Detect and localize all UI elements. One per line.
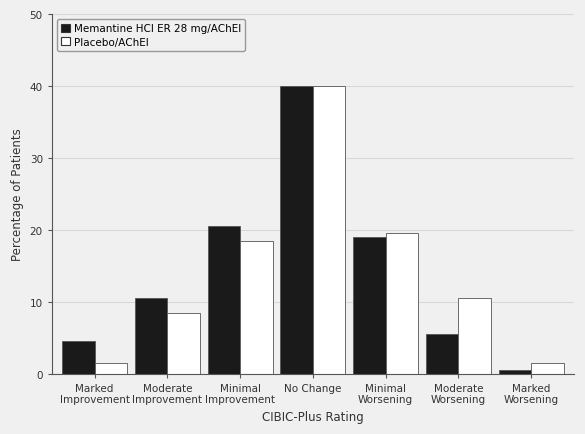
Bar xyxy=(531,363,563,374)
Bar xyxy=(135,299,167,374)
Bar xyxy=(208,227,240,374)
Bar xyxy=(498,370,531,374)
Legend: Memantine HCl ER 28 mg/AChEI, Placebo/AChEI: Memantine HCl ER 28 mg/AChEI, Placebo/AC… xyxy=(57,20,245,52)
Bar xyxy=(280,87,313,374)
Bar xyxy=(386,234,418,374)
Bar xyxy=(62,342,95,374)
Bar xyxy=(353,237,386,374)
Bar xyxy=(167,313,200,374)
X-axis label: CIBIC-Plus Rating: CIBIC-Plus Rating xyxy=(262,410,364,423)
Y-axis label: Percentage of Patients: Percentage of Patients xyxy=(11,128,24,261)
Bar xyxy=(459,299,491,374)
Bar xyxy=(426,334,459,374)
Bar xyxy=(95,363,127,374)
Bar xyxy=(240,241,273,374)
Bar xyxy=(313,87,345,374)
